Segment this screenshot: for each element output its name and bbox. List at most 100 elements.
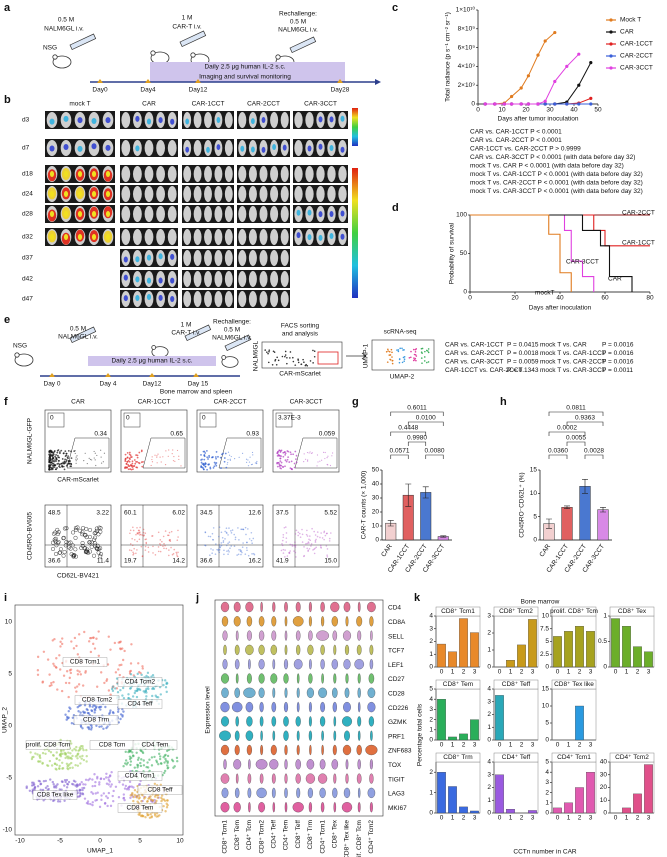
event bbox=[62, 465, 65, 468]
mouse-image bbox=[327, 166, 336, 182]
stat-comparison: CAR vs. CAR-2CCT bbox=[445, 350, 504, 357]
cell bbox=[117, 668, 120, 671]
event bbox=[58, 547, 63, 552]
violin bbox=[221, 673, 229, 684]
violin bbox=[258, 644, 265, 656]
protocol-text: Day28 bbox=[331, 87, 350, 94]
violin bbox=[247, 787, 252, 799]
x-tick-label: 30 bbox=[546, 107, 554, 114]
event bbox=[151, 535, 153, 537]
cell bbox=[76, 673, 80, 676]
event bbox=[48, 451, 50, 453]
event bbox=[54, 464, 57, 467]
x-tick-label: 2 bbox=[462, 669, 466, 676]
signal bbox=[340, 115, 345, 122]
violin bbox=[320, 716, 326, 727]
time-marker bbox=[49, 373, 55, 377]
event bbox=[227, 549, 230, 552]
event bbox=[94, 452, 96, 454]
cell bbox=[74, 763, 77, 767]
x-tick-label: 0 bbox=[468, 295, 472, 302]
violin bbox=[296, 787, 301, 799]
cell bbox=[125, 788, 129, 791]
cell bbox=[42, 650, 46, 653]
cell bbox=[163, 769, 167, 773]
cell bbox=[123, 798, 126, 802]
event bbox=[310, 545, 312, 547]
gate-value: 0.65 bbox=[170, 431, 183, 438]
cell bbox=[165, 749, 169, 753]
mouse-image bbox=[167, 140, 177, 156]
x-tick-label: 0 bbox=[614, 669, 618, 676]
umap-dot bbox=[423, 356, 426, 358]
cell bbox=[146, 800, 149, 803]
event bbox=[281, 539, 284, 542]
violin bbox=[319, 759, 326, 770]
event bbox=[306, 460, 309, 462]
stat-p: P = 0.0415 bbox=[507, 342, 539, 349]
cell bbox=[119, 713, 123, 716]
mouse-image bbox=[248, 186, 257, 202]
violin bbox=[367, 701, 376, 713]
quadrant-value: 37.5 bbox=[276, 510, 289, 517]
cell bbox=[60, 642, 64, 646]
cell bbox=[145, 695, 148, 698]
protocol-text: CAR-mScarlet bbox=[279, 371, 321, 378]
flow-plot bbox=[272, 504, 340, 568]
cell bbox=[56, 800, 60, 803]
cluster-box bbox=[117, 699, 163, 709]
event bbox=[246, 461, 248, 463]
event bbox=[52, 531, 57, 536]
cell bbox=[164, 757, 167, 761]
bracket bbox=[407, 441, 427, 446]
cell bbox=[122, 710, 125, 713]
violin bbox=[235, 716, 239, 727]
bracket bbox=[566, 441, 586, 446]
y-tick-label: 0 bbox=[8, 723, 12, 730]
facs-dot bbox=[294, 364, 297, 366]
event bbox=[50, 468, 53, 471]
event bbox=[313, 548, 315, 551]
cell bbox=[32, 783, 35, 787]
event bbox=[281, 544, 284, 547]
bar bbox=[633, 646, 642, 668]
event bbox=[253, 553, 256, 556]
legend-marker bbox=[609, 18, 613, 22]
event bbox=[133, 547, 135, 550]
protocol-text: and analysis bbox=[282, 331, 319, 338]
facs-dot bbox=[267, 352, 269, 355]
event bbox=[314, 541, 317, 543]
event bbox=[102, 461, 104, 463]
survival-curve bbox=[470, 214, 633, 292]
bar bbox=[517, 644, 526, 668]
event bbox=[200, 459, 202, 461]
y-tick-label: 0 bbox=[429, 737, 433, 744]
signal bbox=[123, 274, 128, 281]
cell bbox=[69, 671, 73, 675]
umap-dot bbox=[391, 360, 394, 362]
event bbox=[82, 546, 87, 551]
cell bbox=[79, 793, 82, 796]
event bbox=[310, 543, 313, 545]
event bbox=[171, 553, 174, 556]
umap-dot bbox=[409, 356, 412, 359]
event bbox=[315, 546, 317, 549]
violin bbox=[245, 601, 254, 613]
event bbox=[124, 460, 127, 463]
umap-dot bbox=[387, 348, 389, 351]
violin bbox=[321, 730, 324, 741]
protocol-text: Imaging and survival monitoring bbox=[199, 74, 291, 81]
event bbox=[171, 453, 173, 455]
event bbox=[277, 453, 280, 456]
umap-dot bbox=[397, 350, 400, 353]
event bbox=[136, 532, 139, 534]
cell bbox=[166, 764, 169, 767]
x-tick-label: 0 bbox=[556, 815, 560, 822]
subplot-title: CD8⁺ Tem bbox=[443, 681, 473, 688]
axis-label: CD45RO⁻CD62L⁺ (%) bbox=[519, 472, 526, 537]
umap-dot bbox=[412, 348, 415, 351]
title-box bbox=[551, 752, 597, 763]
event bbox=[213, 465, 216, 468]
mouse-image bbox=[338, 186, 347, 202]
